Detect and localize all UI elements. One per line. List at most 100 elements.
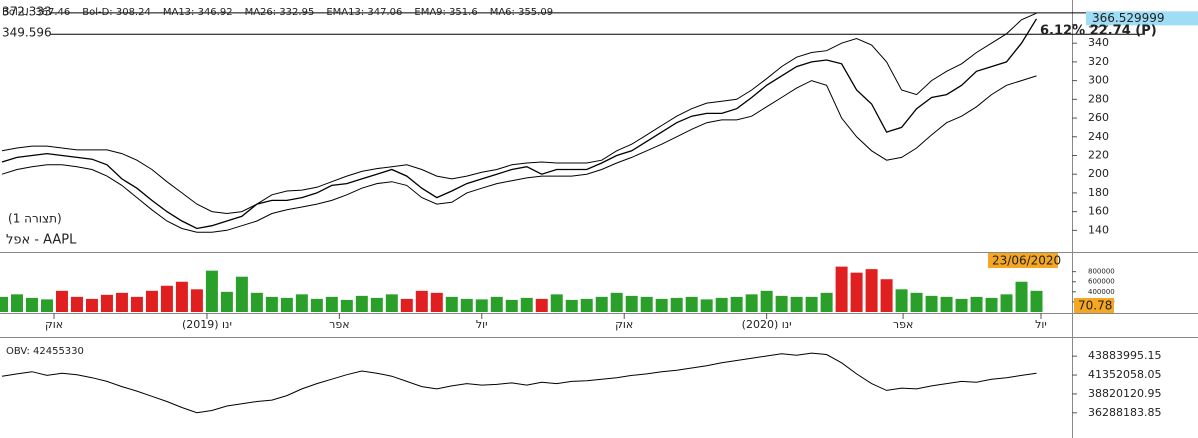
x-tick-label: ינו (2019) (182, 318, 232, 331)
volume-bar (310, 298, 323, 312)
volume-bar (910, 292, 923, 312)
volume-bar (640, 296, 653, 312)
volume-bar (370, 297, 383, 312)
y-tick-label: 160 (1088, 205, 1109, 218)
volume-bar (580, 298, 593, 312)
y-tick-label: 180 (1088, 186, 1109, 199)
volume-bar (0, 296, 8, 312)
volume-bar (685, 296, 698, 312)
volume-bar (430, 292, 443, 312)
x-tick-label: אפר (893, 318, 913, 331)
obv-line (1, 352, 1037, 414)
y-tick-label: 340 (1088, 36, 1109, 49)
last-price: 366.529999 (1092, 11, 1165, 25)
volume-bar (460, 298, 473, 312)
volume-bar (865, 269, 878, 312)
series-line (1, 75, 1037, 233)
volume-bar (235, 276, 248, 312)
volume-bar (250, 292, 263, 312)
volume-bar (490, 296, 503, 312)
volume-bar (385, 294, 398, 312)
legend-entry: Bol-U: 367.46 (2, 7, 70, 18)
level-label: 349.596 (2, 26, 52, 40)
x-tick-label: יול (476, 318, 488, 331)
volume-bar (175, 281, 188, 312)
volume-bar (340, 299, 353, 312)
volume-bar (1000, 294, 1013, 312)
y-tick-label: 600000 (1088, 278, 1115, 286)
x-tick-label: יול (1035, 318, 1047, 331)
volume-bar (565, 299, 578, 312)
volume-bar (445, 296, 458, 312)
config-label: (תצורה 1) (8, 212, 62, 226)
volume-bar (730, 296, 743, 312)
volume-bar (970, 296, 983, 312)
volume-bar (10, 294, 23, 312)
volume-bar (115, 292, 128, 312)
volume-bar (190, 289, 203, 312)
current-value: 70.78 (1078, 299, 1112, 313)
panel-title: OBV: 42455330 (6, 346, 84, 357)
x-tick-label: אוק (615, 318, 633, 331)
level-label-bg (0, 5, 50, 18)
x-tick-label: אוק (45, 318, 63, 331)
volume-bar (520, 297, 533, 312)
volume-bar (700, 299, 713, 312)
volume-bar (505, 299, 518, 312)
volume-bar (805, 296, 818, 312)
volume-bar (25, 297, 38, 312)
volume-bar (985, 297, 998, 312)
y-tick-label: 300 (1088, 74, 1109, 87)
volume-bar (925, 295, 938, 312)
volume-bar (280, 297, 293, 312)
volume-bar (955, 298, 968, 312)
volume-bar (760, 290, 773, 312)
volume-bar (1030, 290, 1043, 312)
volume-bar (610, 292, 623, 312)
volume-bar (535, 298, 548, 312)
symbol-label: אפל - AAPL (6, 233, 77, 248)
volume-bar (205, 270, 218, 312)
level-label-bg (0, 27, 50, 40)
volume-bar (790, 296, 803, 312)
legend-entry: EMA13: 347.06 (326, 7, 402, 18)
obv-tick-label: 38820120.95 (1088, 387, 1161, 400)
date-box (988, 253, 1058, 268)
date-label: 23/06/2020 (992, 254, 1061, 268)
x-tick-label: ינו (2020) (742, 318, 792, 331)
volume-bar (325, 296, 338, 312)
volume-bar (85, 298, 98, 312)
volume-bar (55, 290, 68, 312)
volume-bar (130, 296, 143, 312)
obv-tick-label: 36288183.85 (1088, 406, 1161, 419)
volume-bar (265, 296, 278, 312)
volume-bar (655, 298, 668, 312)
volume-bar (820, 292, 833, 312)
volume-bar (160, 285, 173, 312)
obv-tick-label: 43883995.15 (1088, 349, 1161, 362)
y-tick-label: 320 (1088, 55, 1109, 68)
volume-bar (550, 294, 563, 312)
volume-bar (670, 297, 683, 312)
legend-entry: Bol-D: 308.24 (82, 7, 151, 18)
volume-bar (940, 296, 953, 312)
level-label: 372.333 (2, 4, 52, 18)
y-tick-label: 220 (1088, 148, 1109, 161)
series-line (1, 18, 1038, 230)
y-tick-label: 240 (1088, 130, 1109, 143)
volume-bar (835, 266, 848, 312)
volume-bar (100, 294, 113, 312)
y-tick-label: 280 (1088, 92, 1109, 105)
obv-tick-label: 41352058.05 (1088, 368, 1161, 381)
volume-bar (475, 299, 488, 312)
legend-entry: MA26: 332.95 (245, 7, 315, 18)
volume-bar (415, 290, 428, 312)
volume-bar (850, 272, 863, 312)
legend-entry: MA13: 346.92 (163, 7, 233, 18)
y-tick-label: 260 (1088, 111, 1109, 124)
volume-bar (145, 290, 158, 312)
legend-entry: EMA9: 351.6 (414, 7, 477, 18)
last-price-box (1086, 11, 1198, 26)
volume-bar (595, 296, 608, 312)
